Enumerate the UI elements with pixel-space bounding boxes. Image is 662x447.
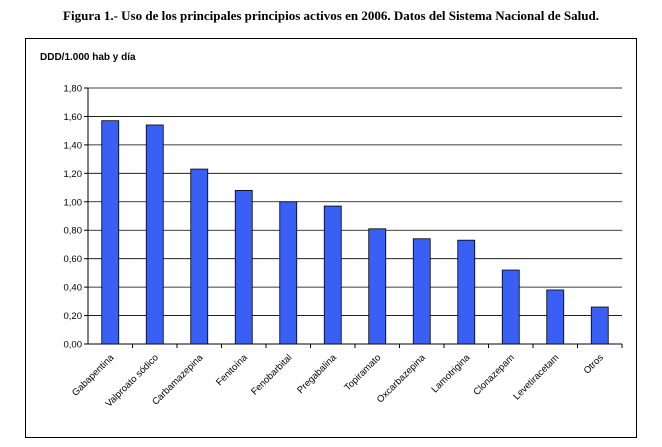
- y-tick-label: 1,60: [64, 112, 83, 123]
- bar: [457, 239, 476, 345]
- bar: [234, 189, 253, 345]
- x-tick-label: Topiramato: [342, 352, 383, 393]
- y-tick-label: 0,20: [64, 311, 83, 322]
- y-axis-unit-label: DDD/1.000 hab y día: [40, 52, 136, 63]
- x-tick-label: Lamotrigina: [429, 352, 472, 395]
- bar: [412, 238, 431, 345]
- bar: [546, 289, 565, 345]
- bar: [145, 124, 164, 345]
- y-tick-label: 0,00: [64, 340, 83, 351]
- y-tick-label: 0,60: [64, 254, 83, 265]
- bar: [101, 120, 120, 345]
- bar: [590, 306, 609, 345]
- y-tick-label: 0,80: [64, 226, 83, 237]
- y-tick-label: 1,40: [64, 140, 83, 151]
- x-tick-label: Clonazepam: [471, 352, 517, 398]
- x-tick-label: Gabapentina: [70, 352, 117, 399]
- bar: [501, 269, 520, 345]
- figure-title: Figura 1.- Uso de los principales princi…: [63, 8, 599, 23]
- bar: [190, 168, 209, 345]
- y-tick-label: 1,80: [64, 84, 83, 95]
- x-tick-label: Otros: [582, 352, 606, 376]
- x-tick-label: Fenobarbital: [249, 352, 294, 397]
- y-tick-label: 1,00: [64, 197, 83, 208]
- x-tick-label: Pregabalina: [295, 352, 339, 396]
- bar: [368, 228, 387, 345]
- bar: [279, 201, 298, 345]
- x-tick-label: Fenitoína: [214, 352, 250, 388]
- bar: [323, 205, 342, 345]
- x-tick-label: Levetiracetam: [511, 352, 561, 402]
- y-tick-label: 1,20: [64, 169, 83, 180]
- y-tick-label: 0,40: [64, 283, 83, 294]
